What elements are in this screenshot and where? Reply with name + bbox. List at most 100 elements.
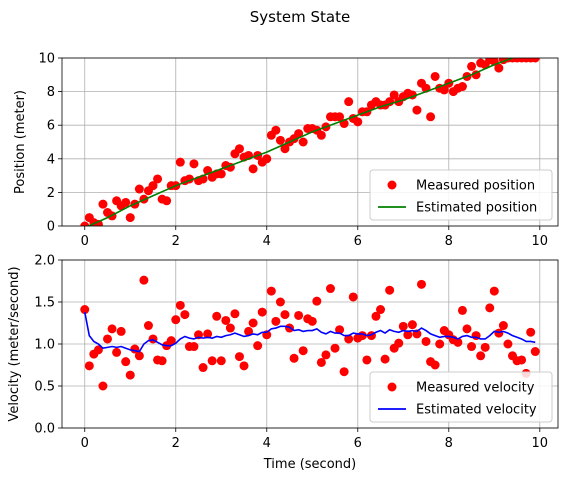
y-tick-label: 10 xyxy=(38,52,55,67)
legend-box xyxy=(369,371,553,423)
data-layer xyxy=(80,275,540,391)
legend-marker xyxy=(387,180,397,190)
data-point xyxy=(430,360,440,370)
data-point xyxy=(371,311,381,321)
data-point xyxy=(339,367,349,377)
data-point xyxy=(171,315,181,325)
data-point xyxy=(362,355,372,365)
legend-marker xyxy=(387,382,397,392)
data-point xyxy=(280,310,290,320)
data-point xyxy=(166,336,176,346)
data-point xyxy=(457,82,467,92)
y-axis-label: Velocity (meter/second) xyxy=(7,266,22,421)
data-point xyxy=(298,137,308,147)
data-point xyxy=(203,329,213,339)
axes-frame xyxy=(61,259,559,429)
data-point xyxy=(416,279,426,289)
data-point xyxy=(153,174,163,184)
y-tick-label: 4 xyxy=(47,152,55,167)
data-point xyxy=(503,339,513,349)
data-point xyxy=(517,355,527,365)
data-point xyxy=(435,339,445,349)
data-point xyxy=(271,316,281,326)
data-point xyxy=(80,305,90,315)
data-point xyxy=(121,197,131,207)
x-tick-label: 2 xyxy=(172,234,180,249)
y-tick-label: 0 xyxy=(47,220,55,235)
data-point xyxy=(116,326,126,336)
legend-box xyxy=(369,169,553,221)
data-point xyxy=(189,342,199,352)
data-point xyxy=(157,356,167,366)
x-tick-label: 8 xyxy=(445,436,453,451)
data-point xyxy=(125,213,135,223)
x-tick-label: 4 xyxy=(263,436,271,451)
data-point xyxy=(112,347,122,357)
y-tick-label: 2.0 xyxy=(34,254,55,269)
data-point xyxy=(139,275,149,285)
axes-frame xyxy=(61,57,559,227)
data-point xyxy=(248,164,258,174)
data-point xyxy=(348,292,358,302)
data-point xyxy=(107,324,117,334)
data-point xyxy=(239,361,249,371)
x-tick-label: 10 xyxy=(532,234,549,249)
data-point xyxy=(398,321,408,331)
y-tick-label: 0.0 xyxy=(34,422,55,437)
data-point xyxy=(426,112,436,122)
legend: Measured velocity Estimated velocity xyxy=(369,371,553,423)
data-point xyxy=(389,90,399,100)
data-point xyxy=(98,199,108,209)
data-point xyxy=(494,328,504,338)
data-point xyxy=(294,129,304,139)
data-point xyxy=(198,363,208,373)
data-point xyxy=(316,130,326,140)
data-point xyxy=(330,343,340,353)
data-point xyxy=(80,221,90,226)
data-point xyxy=(489,286,499,296)
data-point xyxy=(380,354,390,364)
data-point xyxy=(275,135,285,145)
data-point xyxy=(530,347,540,357)
data-point xyxy=(221,315,231,325)
data-point xyxy=(271,125,281,135)
data-point xyxy=(189,159,199,169)
legend-label: Measured position xyxy=(416,179,535,194)
data-point xyxy=(430,71,440,81)
data-point xyxy=(148,181,158,191)
data-point xyxy=(412,105,422,115)
figure-suptitle: System State xyxy=(250,8,350,26)
data-point xyxy=(312,296,322,306)
data-point xyxy=(225,323,235,333)
data-point xyxy=(280,144,290,154)
x-tick-label: 2 xyxy=(172,436,180,451)
legend-label: Measured velocity xyxy=(416,381,535,396)
velocity-plot: 0 2 4 6 8 10 0.0 0.5 1.0 1.5 2.0 Velocity (meter/se… xyxy=(7,254,559,472)
data-point xyxy=(253,341,263,351)
data-layer xyxy=(80,58,540,226)
data-point xyxy=(325,284,335,294)
y-tick-label: 8 xyxy=(47,85,55,100)
data-point xyxy=(216,169,226,179)
data-point xyxy=(467,61,477,71)
data-point xyxy=(134,184,144,194)
data-point xyxy=(307,316,317,326)
data-point xyxy=(457,305,467,315)
data-point xyxy=(407,320,417,330)
data-point xyxy=(230,309,240,319)
x-tick-label: 0 xyxy=(81,234,89,249)
data-point xyxy=(316,357,326,367)
data-point xyxy=(298,346,308,356)
data-point xyxy=(421,336,431,346)
data-point xyxy=(93,345,103,355)
data-point xyxy=(344,97,354,107)
series-line xyxy=(86,58,515,226)
legend: Measured position Estimated position xyxy=(369,169,553,221)
y-axis-label: Position (meter) xyxy=(13,90,28,194)
data-point xyxy=(275,297,285,307)
series-line xyxy=(83,311,536,353)
data-point xyxy=(335,112,345,122)
data-point xyxy=(134,351,144,361)
x-tick-label: 4 xyxy=(263,234,271,249)
